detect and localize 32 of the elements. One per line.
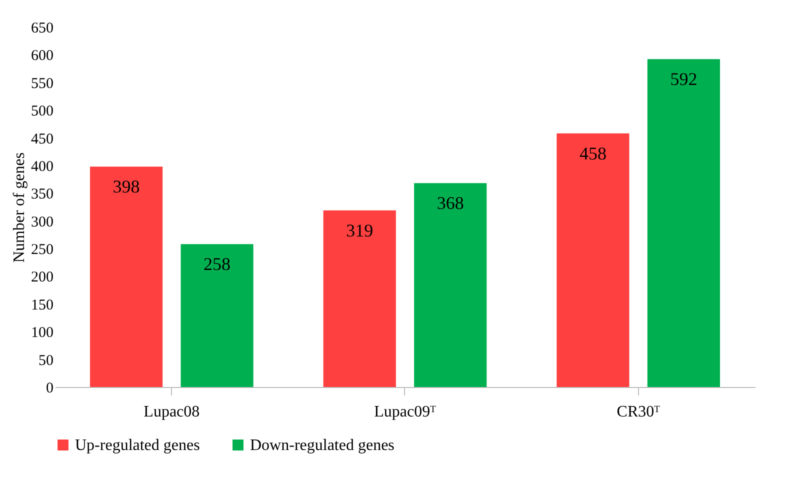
y-tick-label: 400 (31, 158, 54, 175)
y-tick-label: 550 (31, 76, 54, 92)
y-tick-label: 200 (31, 270, 54, 286)
bar (414, 183, 487, 387)
y-axis-title: Number of genes (11, 152, 28, 263)
y-tick-label: 50 (38, 352, 54, 369)
y-tick-label: 500 (31, 104, 54, 120)
y-tick-label: 300 (31, 214, 54, 230)
x-tick-label: Lupac09ᵀ (374, 404, 436, 420)
x-tick-label: Lupac08 (144, 404, 200, 420)
bar (90, 166, 163, 387)
data-label: 258 (204, 254, 231, 274)
bar (323, 210, 396, 387)
data-label: 398 (112, 176, 140, 197)
bar (180, 244, 254, 387)
y-tick-label: 100 (31, 325, 54, 342)
y-tick-label: 600 (31, 48, 54, 64)
data-label: 592 (670, 69, 698, 90)
data-label: 458 (579, 143, 606, 164)
legend-label: Up-regulated genes (75, 437, 200, 454)
data-label: 368 (436, 193, 464, 214)
legend-label: Down-regulated genes (250, 437, 394, 454)
y-tick-label: 0 (46, 380, 54, 396)
y-tick-label: 450 (31, 131, 54, 148)
bar (647, 59, 720, 387)
y-tick-label: 150 (31, 297, 54, 314)
y-tick-label: 350 (31, 186, 54, 203)
data-label: 319 (346, 220, 374, 240)
x-tick-label: CR30ᵀ (616, 404, 660, 420)
y-tick-label: 250 (31, 242, 54, 258)
bar (556, 133, 630, 387)
y-tick-label: 650 (31, 20, 54, 36)
